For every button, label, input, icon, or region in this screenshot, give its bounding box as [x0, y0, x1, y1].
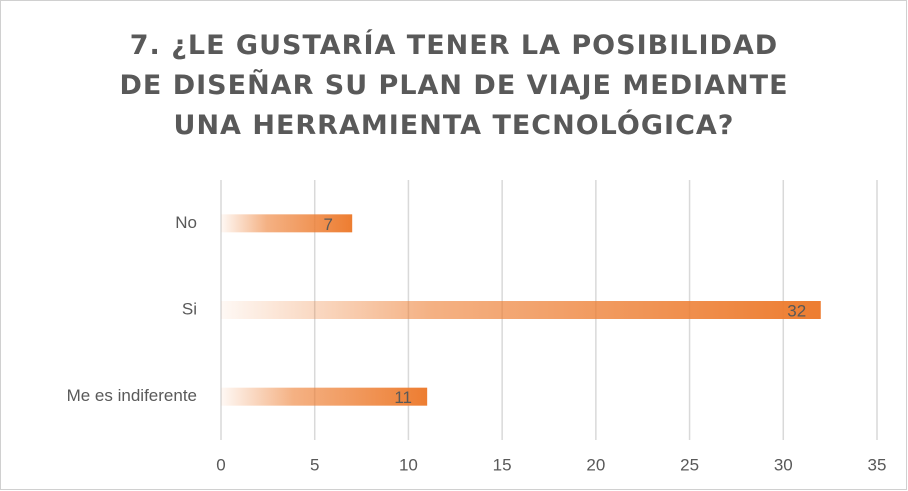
bar: [221, 214, 353, 233]
x-tick-label: 25: [680, 455, 699, 474]
x-tick-label: 35: [868, 455, 887, 474]
x-tick-label: 15: [493, 455, 512, 474]
x-tick-label: 10: [399, 455, 418, 474]
y-tick-label: No: [175, 213, 197, 232]
x-tick-label: 5: [310, 455, 319, 474]
bar: [221, 387, 428, 406]
bar: [221, 301, 821, 319]
data-label: 7: [323, 215, 332, 234]
x-tick-label: 0: [216, 455, 225, 474]
data-label: 11: [394, 388, 412, 407]
y-tick-label: Me es indiferente: [67, 386, 197, 405]
x-tick-label: 20: [586, 455, 605, 474]
data-label: 32: [787, 301, 806, 320]
chart-title: 7. ¿LE GUSTARÍA TENER LA POSIBILIDAD DE …: [119, 30, 789, 141]
x-tick-label: 30: [774, 455, 793, 474]
y-tick-label: Si: [182, 299, 197, 318]
